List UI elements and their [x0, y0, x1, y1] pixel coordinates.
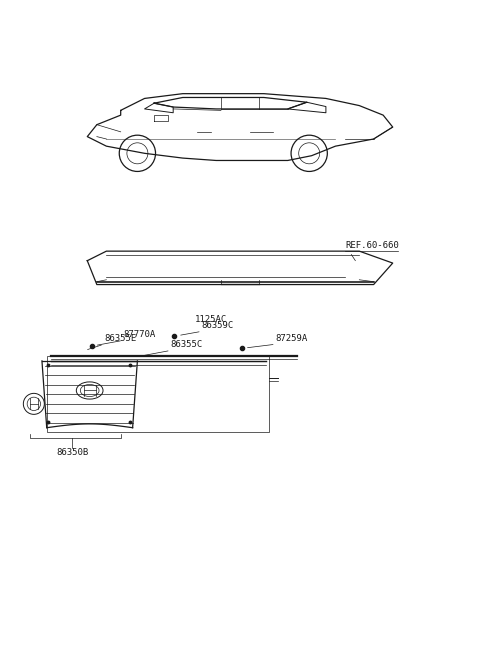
Text: 86355E: 86355E [104, 334, 136, 343]
Text: 87259A: 87259A [276, 334, 308, 343]
Text: 1125AC: 1125AC [195, 314, 227, 324]
Text: 86359C: 86359C [202, 321, 234, 330]
Text: 87770A: 87770A [123, 330, 156, 339]
Bar [47, 356, 269, 432]
Text: 86355C: 86355C [171, 340, 203, 349]
Text: REF.60-660: REF.60-660 [345, 241, 399, 250]
Text: 86350B: 86350B [56, 448, 88, 457]
